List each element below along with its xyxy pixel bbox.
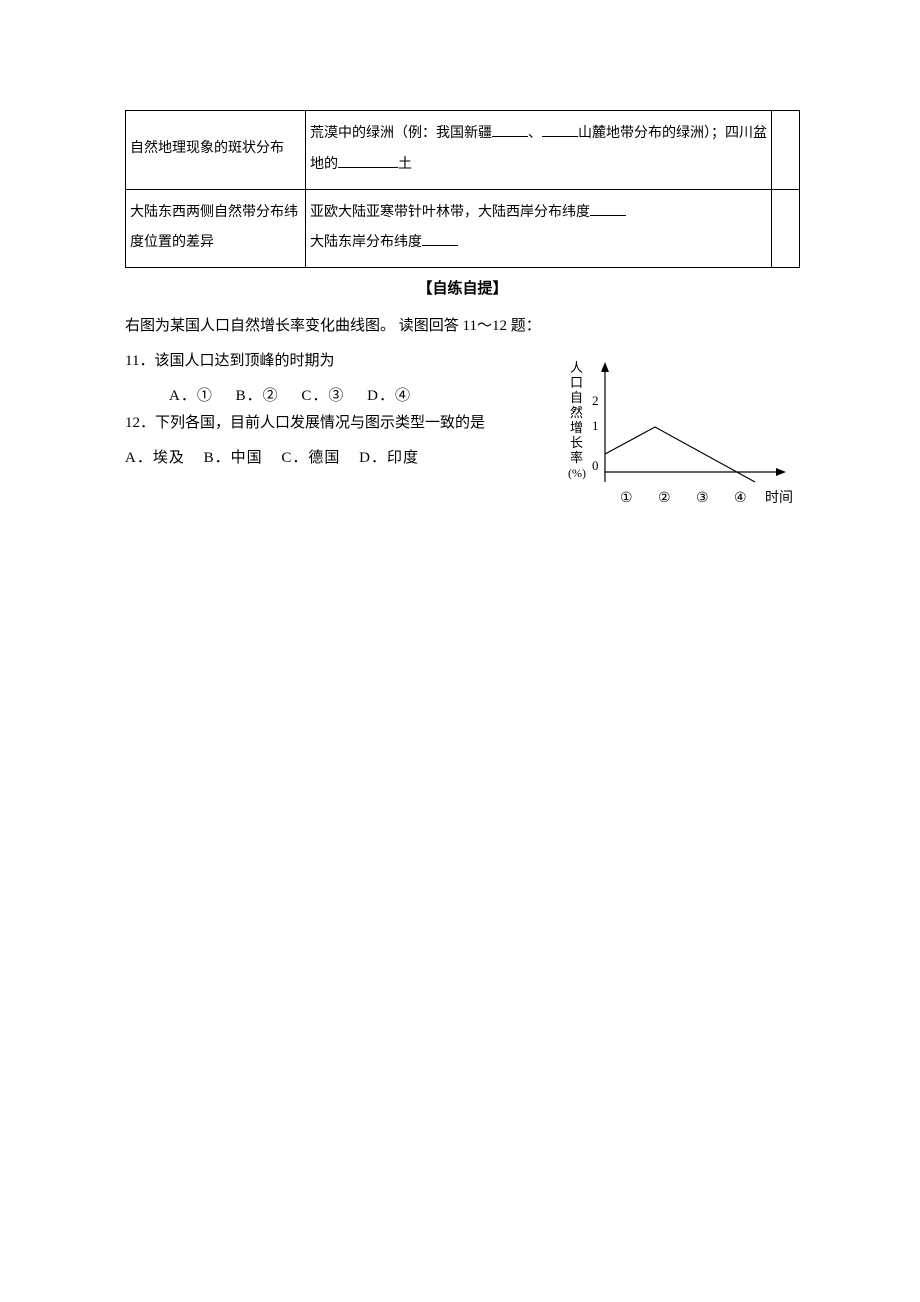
table-row1-col1: 自然地理现象的斑状分布 <box>126 111 306 190</box>
row1-text-2: 、 <box>528 126 542 141</box>
y-label-char7: 率 <box>570 450 583 465</box>
q12-options: A．埃及 B．中国 C．德国 D．印度 <box>125 445 550 472</box>
q11-optD: D．④ <box>367 388 411 404</box>
xtick-2: ② <box>658 491 671 506</box>
table-row2-col3 <box>772 189 800 268</box>
q12-optC: C．德国 <box>281 450 340 466</box>
xtick-3: ③ <box>696 491 709 506</box>
blank-3 <box>338 154 398 168</box>
blank-4 <box>590 202 626 216</box>
questions-block: 11．该国人口达到顶峰的时期为 A．① B．② C．③ D．④ 12．下列各国，… <box>125 348 550 472</box>
table-row1-col2: 荒漠中的绿洲（例：我国新疆、山麓地带分布的绿洲）；四川盆地的土 <box>306 111 772 190</box>
section-title: 【自练自提】 <box>125 276 800 303</box>
y-label-char6: 长 <box>570 435 583 450</box>
data-line <box>605 427 755 482</box>
q12-optA: A．埃及 <box>125 450 185 466</box>
table-row2-col1: 大陆东西两侧自然带分布纬度位置的差异 <box>126 189 306 268</box>
y-label-char5: 增 <box>570 420 583 435</box>
x-axis-arrow <box>776 468 786 476</box>
q11-stem: 11．该国人口达到顶峰的时期为 <box>125 348 550 375</box>
blank-2 <box>542 123 578 137</box>
q12-optB: B．中国 <box>204 450 263 466</box>
row2-text-2: 大陆东岸分布纬度 <box>310 235 422 250</box>
content-wrapper: 11．该国人口达到顶峰的时期为 A．① B．② C．③ D．④ 12．下列各国，… <box>125 348 800 532</box>
growth-rate-chart: 人 口 自 然 增 长 率 (%) 2 1 0 ① ② ③ ④ <box>560 352 800 532</box>
geography-table: 自然地理现象的斑状分布 荒漠中的绿洲（例：我国新疆、山麓地带分布的绿洲）；四川盆… <box>125 110 800 268</box>
ytick-1: 1 <box>592 418 599 433</box>
blank-1 <box>492 123 528 137</box>
x-label: 时间 <box>765 490 793 506</box>
row1-text-1: 荒漠中的绿洲（例：我国新疆 <box>310 126 492 141</box>
xtick-4: ④ <box>734 491 747 506</box>
q11-optA: A．① <box>169 388 213 404</box>
y-axis-arrow <box>601 362 609 372</box>
q12-stem: 12．下列各国，目前人口发展情况与图示类型一致的是 <box>125 410 550 437</box>
table-row2-col2: 亚欧大陆亚寒带针叶林带，大陆西岸分布纬度大陆东岸分布纬度 <box>306 189 772 268</box>
chart-container: 人 口 自 然 增 长 率 (%) 2 1 0 ① ② ③ ④ <box>560 352 800 532</box>
question-intro: 右图为某国人口自然增长率变化曲线图。 读图回答 11～12 题： <box>125 313 800 340</box>
y-label-char3: 自 <box>570 390 583 405</box>
row2-text-1: 亚欧大陆亚寒带针叶林带，大陆西岸分布纬度 <box>310 205 590 220</box>
xtick-1: ① <box>620 491 633 506</box>
y-label-char2: 口 <box>570 375 583 390</box>
ytick-0: 0 <box>592 458 599 473</box>
y-label-char1: 人 <box>570 360 583 375</box>
table-row1-col3 <box>772 111 800 190</box>
blank-5 <box>422 232 458 246</box>
ytick-2: 2 <box>592 393 599 408</box>
row1-text-4: 土 <box>398 157 412 172</box>
y-label-char4: 然 <box>570 405 583 420</box>
q11-optC: C．③ <box>301 388 344 404</box>
y-label-char8: (%) <box>568 466 586 480</box>
q11-options: A．① B．② C．③ D．④ <box>125 383 550 410</box>
q11-optB: B．② <box>236 388 279 404</box>
q12-optD: D．印度 <box>359 450 419 466</box>
